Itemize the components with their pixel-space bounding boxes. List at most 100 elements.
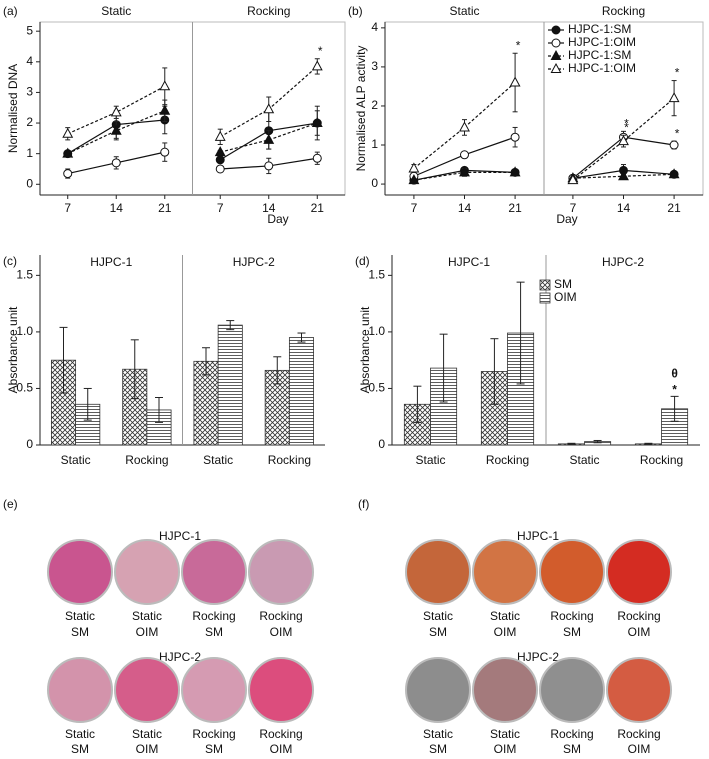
legend-label: HJPC-1:SM [568,22,631,36]
annotation: * [675,126,680,140]
marker [110,106,122,117]
marker [509,166,521,177]
y-tick-label: 0.5 [16,381,33,395]
well-label: SM [71,742,89,756]
well-label: SM [205,742,223,756]
marker [111,158,121,168]
y-tick-label: 0 [378,437,385,451]
marker [159,104,171,115]
marker [311,116,323,128]
annotation: * [318,44,323,58]
group-title: HJPC-1 [517,529,559,543]
y-tick-label: 4 [26,54,33,68]
x-tick-label: Rocking [268,453,311,467]
x-tick-label: 21 [158,201,172,215]
well-label: Static [423,609,453,623]
well-label: SM [205,625,223,639]
group-title: HJPC-2 [517,650,559,664]
y-tick-label: 4 [371,20,378,34]
annotation: * [675,66,680,80]
well-image [606,657,672,723]
marker [668,92,680,103]
well-label: OIM [136,742,159,756]
well-label: OIM [628,625,651,639]
y-axis-label: Normalised DNA [6,64,20,153]
x-tick-label: 7 [411,201,418,215]
legend-label: OIM [554,290,577,304]
x-tick-label: Static [61,453,91,467]
marker [215,164,225,174]
marker [263,103,275,114]
facet-title: Static [449,4,479,18]
x-tick-label: 14 [617,201,631,215]
well-image [472,539,538,605]
annotation: * [672,383,677,397]
bar [264,369,290,446]
facet-title: Static [101,4,131,18]
marker [459,166,470,177]
well-label: Rocking [550,727,593,741]
y-tick-label: 1.0 [368,324,385,338]
facet-title: HJPC-1 [90,255,132,269]
legend-label: SM [554,277,572,291]
marker [159,80,171,91]
legend-label: HJPC-1:OIM [568,61,636,75]
marker [62,147,74,158]
x-axis-label: Day [556,212,577,226]
y-tick-label: 1.5 [16,268,33,282]
well-label: Rocking [550,609,593,623]
marker [408,162,420,173]
x-axis-label: Day [267,212,288,226]
y-tick-label: 3 [371,59,378,73]
y-tick-label: 0.5 [368,381,385,395]
marker [63,169,73,179]
x-tick-label: 14 [458,201,472,215]
marker [567,174,579,185]
marker [264,161,274,171]
marker [263,133,275,144]
well-image [47,539,113,605]
series-line [572,97,675,181]
marker [618,170,629,181]
well-label: Rocking [192,727,235,741]
well-label: Rocking [617,727,660,741]
x-tick-label: Rocking [125,453,168,467]
x-tick-label: 14 [110,201,124,215]
panel-label: (c) [3,254,17,268]
well-label: OIM [494,742,517,756]
facet-title: HJPC-2 [602,255,644,269]
marker [214,146,226,157]
annotation: θ [671,367,678,381]
well-image [606,539,672,605]
well-image [114,539,180,605]
y-tick-label: 0 [371,176,378,190]
panel-label: (e) [3,497,18,511]
facet-title: Rocking [247,4,290,18]
well-label: Rocking [617,609,660,623]
well-label: Static [423,727,453,741]
well-image [405,657,471,723]
marker [550,49,562,60]
well-image [114,657,180,723]
marker [551,25,561,35]
marker [311,60,323,71]
marker [312,153,322,163]
well-label: SM [563,625,581,639]
x-tick-label: 7 [64,201,71,215]
y-tick-label: 2 [26,115,33,129]
marker [62,127,74,138]
marker [215,155,225,165]
x-tick-label: 21 [508,201,522,215]
legend-label: HJPC-1:SM [568,48,631,62]
well-label: OIM [270,625,293,639]
y-tick-label: 0 [26,437,33,451]
y-tick-label: 0 [26,176,33,190]
marker [550,62,562,73]
well-label: SM [429,625,447,639]
legend-label: HJPC-1:OIM [568,35,636,49]
marker [669,140,679,150]
x-tick-label: 14 [262,201,276,215]
legend-swatch [539,279,551,291]
marker [160,147,170,157]
